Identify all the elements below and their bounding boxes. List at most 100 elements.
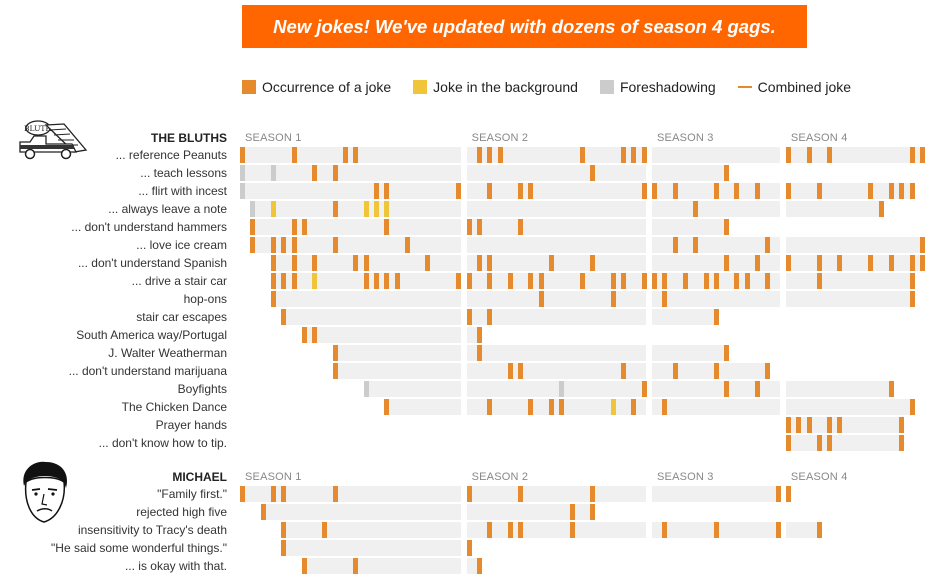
legend-label: Joke in the background (433, 79, 578, 95)
season-track (785, 417, 905, 433)
joke-occurrence-mark (384, 219, 390, 235)
season-track (466, 255, 646, 271)
legend-label: Occurrence of a joke (262, 79, 392, 95)
joke-occurrence-mark (868, 183, 874, 199)
joke-occurrence-mark (343, 147, 348, 163)
joke-occurrence-mark (322, 522, 328, 538)
background-joke-mark (373, 201, 379, 217)
joke-occurrence-mark (816, 435, 822, 451)
season-track (281, 309, 461, 325)
season-track (785, 255, 925, 271)
joke-occurrence-mark (755, 381, 760, 397)
foreshadowing-mark (270, 165, 276, 181)
joke-occurrence-mark (724, 381, 730, 397)
joke-occurrence-mark (909, 255, 915, 271)
season-track (466, 345, 646, 361)
joke-row-label: ... don't understand hammers (71, 220, 227, 234)
joke-occurrence-mark (816, 522, 822, 538)
joke-occurrence-mark (785, 183, 791, 199)
season-track (240, 165, 461, 181)
joke-occurrence-mark (785, 486, 791, 502)
joke-occurrence-mark (693, 237, 699, 253)
joke-occurrence-mark (610, 273, 616, 289)
season-track (466, 147, 646, 163)
joke-occurrence-mark (404, 237, 410, 253)
season-track (240, 486, 461, 502)
joke-occurrence-mark (713, 183, 719, 199)
foreshadowing-mark (250, 201, 256, 217)
joke-occurrence-mark (476, 345, 482, 361)
joke-occurrence-mark (641, 273, 647, 289)
joke-occurrence-mark (487, 183, 493, 199)
joke-occurrence-mark (816, 255, 822, 271)
combined-line-swatch (737, 86, 752, 88)
joke-occurrence-mark (250, 219, 256, 235)
season-track (466, 522, 646, 538)
season-track (652, 219, 730, 235)
background-joke-mark (384, 201, 390, 217)
joke-occurrence-mark (785, 147, 791, 163)
joke-occurrence-mark (713, 522, 719, 538)
joke-occurrence-mark (662, 522, 668, 538)
joke-occurrence-mark (775, 522, 781, 538)
joke-occurrence-mark (538, 291, 544, 307)
joke-occurrence-mark (487, 147, 493, 163)
joke-occurrence-mark (724, 255, 730, 271)
svg-text:BLUTH: BLUTH (24, 124, 52, 133)
season-track (652, 201, 780, 217)
joke-occurrence-mark (909, 183, 915, 199)
joke-occurrence-mark (332, 201, 338, 217)
season-track (301, 558, 461, 574)
joke-row-label: J. Walter Weatherman (108, 346, 227, 360)
season-label: SEASON 2 (471, 132, 529, 144)
joke-occurrence-mark (765, 237, 771, 253)
joke-occurrence-mark (672, 237, 678, 253)
season-track (652, 165, 730, 181)
joke-occurrence-mark (652, 183, 657, 199)
joke-occurrence-mark (384, 399, 390, 415)
joke-occurrence-mark (909, 291, 915, 307)
joke-occurrence-mark (270, 237, 276, 253)
season-track (250, 201, 461, 217)
joke-occurrence-mark (682, 273, 688, 289)
joke-occurrence-mark (353, 255, 359, 271)
joke-occurrence-mark (785, 417, 791, 433)
joke-occurrence-mark (291, 237, 297, 253)
joke-occurrence-mark (373, 273, 379, 289)
joke-occurrence-mark (332, 486, 338, 502)
season-track (281, 522, 461, 538)
joke-row-label: ... teach lessons (140, 166, 227, 180)
joke-occurrence-mark (662, 399, 668, 415)
joke-occurrence-mark (456, 183, 462, 199)
joke-occurrence-mark (652, 273, 657, 289)
joke-occurrence-mark (641, 381, 647, 397)
joke-occurrence-mark (765, 273, 771, 289)
joke-occurrence-mark (827, 147, 833, 163)
season-track (652, 345, 730, 361)
season-track (652, 291, 780, 307)
joke-row-label: ... flirt with incest (138, 184, 227, 198)
legend-label: Foreshadowing (619, 79, 716, 95)
joke-occurrence-mark (559, 399, 565, 415)
season-track (652, 309, 719, 325)
joke-occurrence-mark (281, 309, 287, 325)
foreshadowing-mark (240, 165, 245, 181)
joke-occurrence-mark (476, 219, 482, 235)
joke-row-label: ... don't know how to tip. (98, 436, 227, 450)
season-track (466, 399, 646, 415)
joke-occurrence-mark (919, 237, 925, 253)
season-label: SEASON 4 (790, 132, 848, 144)
season-track (652, 237, 780, 253)
joke-occurrence-mark (312, 255, 318, 271)
season-track (363, 381, 461, 397)
michael-portrait (23, 461, 68, 523)
joke-occurrence-mark (291, 273, 297, 289)
background-joke-mark (270, 201, 276, 217)
joke-occurrence-mark (816, 183, 822, 199)
joke-occurrence-mark (301, 558, 307, 574)
joke-occurrence-mark (579, 147, 585, 163)
joke-occurrence-mark (301, 219, 307, 235)
joke-occurrence-mark (425, 255, 431, 271)
joke-occurrence-mark (796, 417, 802, 433)
season-track (466, 381, 646, 397)
